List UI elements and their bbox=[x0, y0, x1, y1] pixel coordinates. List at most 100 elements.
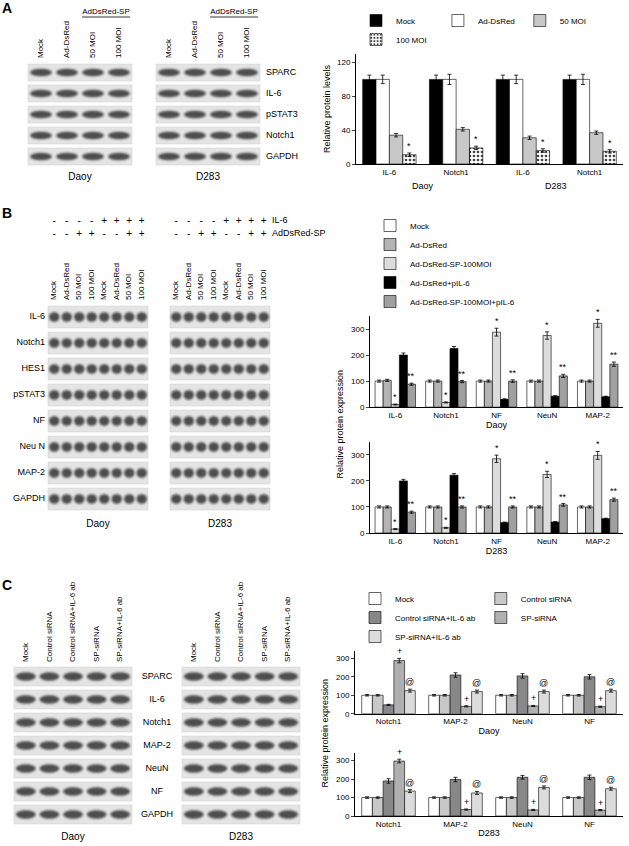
svg-text:-: - bbox=[200, 215, 203, 226]
svg-text:Daoy: Daoy bbox=[61, 831, 84, 842]
svg-text:GAPDH: GAPDH bbox=[141, 809, 173, 819]
svg-text:100 MOI: 100 MOI bbox=[87, 269, 96, 300]
svg-text:@: @ bbox=[405, 677, 414, 687]
svg-text:+: + bbox=[464, 797, 469, 807]
svg-text:100: 100 bbox=[336, 793, 350, 802]
svg-text:200: 200 bbox=[336, 673, 350, 682]
svg-text:NeuN: NeuN bbox=[537, 411, 558, 420]
svg-text:**: ** bbox=[610, 486, 618, 496]
svg-text:NF: NF bbox=[491, 537, 502, 546]
svg-text:NeuN: NeuN bbox=[512, 820, 533, 829]
svg-text:*: * bbox=[596, 307, 600, 317]
svg-text:MAP-2: MAP-2 bbox=[585, 537, 610, 546]
svg-text:MAP-2: MAP-2 bbox=[143, 740, 171, 750]
svg-text:+: + bbox=[598, 798, 603, 808]
svg-text:Control siRNA: Control siRNA bbox=[45, 611, 54, 662]
svg-text:@: @ bbox=[539, 774, 548, 784]
svg-text:+: + bbox=[114, 215, 120, 226]
svg-text:AdDsRed-SP: AdDsRed-SP bbox=[82, 7, 130, 16]
svg-text:SP-siRNA+IL-6 ab: SP-siRNA+IL-6 ab bbox=[395, 633, 461, 642]
svg-text:C: C bbox=[2, 577, 12, 593]
svg-text:-: - bbox=[78, 215, 81, 226]
svg-text:Mock: Mock bbox=[396, 17, 416, 26]
svg-text:-: - bbox=[175, 215, 178, 226]
svg-text:200: 200 bbox=[351, 477, 365, 486]
svg-text:Notch1: Notch1 bbox=[16, 337, 45, 347]
svg-text:Daoy: Daoy bbox=[412, 181, 434, 191]
svg-text:AdDsRed-SP: AdDsRed-SP bbox=[272, 228, 326, 238]
svg-text:D283: D283 bbox=[478, 828, 500, 838]
svg-text:-: - bbox=[90, 215, 93, 226]
svg-text:0: 0 bbox=[360, 403, 365, 412]
svg-text:Mock: Mock bbox=[189, 642, 198, 662]
svg-text:Mock: Mock bbox=[410, 222, 430, 231]
svg-text:50 MOI: 50 MOI bbox=[196, 274, 205, 300]
svg-text:Daoy: Daoy bbox=[68, 171, 91, 182]
svg-text:pSTAT3: pSTAT3 bbox=[13, 389, 45, 399]
svg-text:+: + bbox=[248, 228, 254, 239]
svg-text:IL-6: IL-6 bbox=[382, 168, 396, 177]
svg-text:Mock: Mock bbox=[21, 642, 30, 662]
svg-text:**: ** bbox=[407, 499, 415, 509]
svg-text:SP-siRNA: SP-siRNA bbox=[92, 625, 101, 662]
svg-text:+: + bbox=[397, 646, 402, 656]
svg-text:SP-siRNA+IL-6 ab: SP-siRNA+IL-6 ab bbox=[283, 596, 292, 662]
svg-text:50 MOI: 50 MOI bbox=[560, 17, 586, 26]
svg-text:Mock: Mock bbox=[171, 280, 180, 300]
svg-text:@: @ bbox=[472, 678, 481, 688]
svg-text:+: + bbox=[598, 694, 603, 704]
svg-text:50 MOI: 50 MOI bbox=[246, 274, 255, 300]
svg-text:Control siRNA: Control siRNA bbox=[213, 611, 222, 662]
svg-text:Mock: Mock bbox=[164, 38, 173, 58]
svg-text:Ad-DsRed: Ad-DsRed bbox=[112, 263, 121, 300]
svg-text:IL-6: IL-6 bbox=[272, 215, 288, 225]
svg-text:+: + bbox=[76, 228, 82, 239]
svg-text:*: * bbox=[495, 443, 499, 453]
svg-text:+: + bbox=[261, 215, 267, 226]
svg-text:SP-siRNA+IL-6 ab: SP-siRNA+IL-6 ab bbox=[115, 596, 124, 662]
svg-text:100 MOI: 100 MOI bbox=[396, 36, 427, 45]
svg-text:*: * bbox=[596, 439, 600, 449]
svg-text:+: + bbox=[531, 693, 536, 703]
svg-text:+: + bbox=[248, 215, 254, 226]
svg-text:NF: NF bbox=[151, 786, 163, 796]
svg-text:+: + bbox=[101, 215, 107, 226]
svg-text:-: - bbox=[225, 228, 228, 239]
svg-text:100 MOI: 100 MOI bbox=[209, 269, 218, 300]
svg-text:*: * bbox=[393, 517, 397, 527]
svg-text:Control siRNA+IL-6 ab: Control siRNA+IL-6 ab bbox=[68, 581, 77, 662]
svg-text:+: + bbox=[397, 747, 402, 757]
svg-text:50 MOI: 50 MOI bbox=[74, 274, 83, 300]
svg-text:IL-6: IL-6 bbox=[388, 411, 402, 420]
svg-text:300: 300 bbox=[351, 451, 365, 460]
svg-text:**: ** bbox=[509, 494, 517, 504]
svg-text:**: ** bbox=[458, 369, 466, 379]
svg-text:120: 120 bbox=[337, 58, 351, 67]
svg-text:200: 200 bbox=[336, 775, 350, 784]
svg-text:SPARC: SPARC bbox=[142, 671, 173, 681]
svg-text:+: + bbox=[139, 215, 145, 226]
svg-text:-: - bbox=[103, 228, 106, 239]
svg-text:Notch1: Notch1 bbox=[376, 717, 402, 726]
svg-text:@: @ bbox=[606, 775, 615, 785]
svg-text:Ad-DsRed: Ad-DsRed bbox=[190, 21, 199, 58]
svg-text:**: ** bbox=[458, 494, 466, 504]
svg-text:Daoy: Daoy bbox=[486, 420, 508, 430]
svg-text:Notch1: Notch1 bbox=[433, 411, 459, 420]
svg-text:MAP-2: MAP-2 bbox=[443, 820, 468, 829]
svg-text:-: - bbox=[53, 215, 56, 226]
svg-text:*: * bbox=[545, 320, 549, 330]
svg-text:NeuN: NeuN bbox=[145, 763, 168, 773]
svg-text:Neu N: Neu N bbox=[19, 441, 45, 451]
svg-text:NeuN: NeuN bbox=[537, 537, 558, 546]
svg-text:Ad-DsRed-SP-100MOI: Ad-DsRed-SP-100MOI bbox=[410, 260, 491, 269]
svg-text:Notch1: Notch1 bbox=[266, 130, 295, 140]
svg-text:D283: D283 bbox=[486, 546, 508, 556]
svg-text:100: 100 bbox=[351, 377, 365, 386]
svg-text:**: ** bbox=[559, 362, 567, 372]
svg-text:IL-6: IL-6 bbox=[149, 694, 165, 704]
svg-text:IL-6: IL-6 bbox=[29, 311, 45, 321]
svg-text:*: * bbox=[407, 141, 411, 151]
svg-text:NeuN: NeuN bbox=[512, 717, 533, 726]
svg-text:*: * bbox=[444, 515, 448, 525]
